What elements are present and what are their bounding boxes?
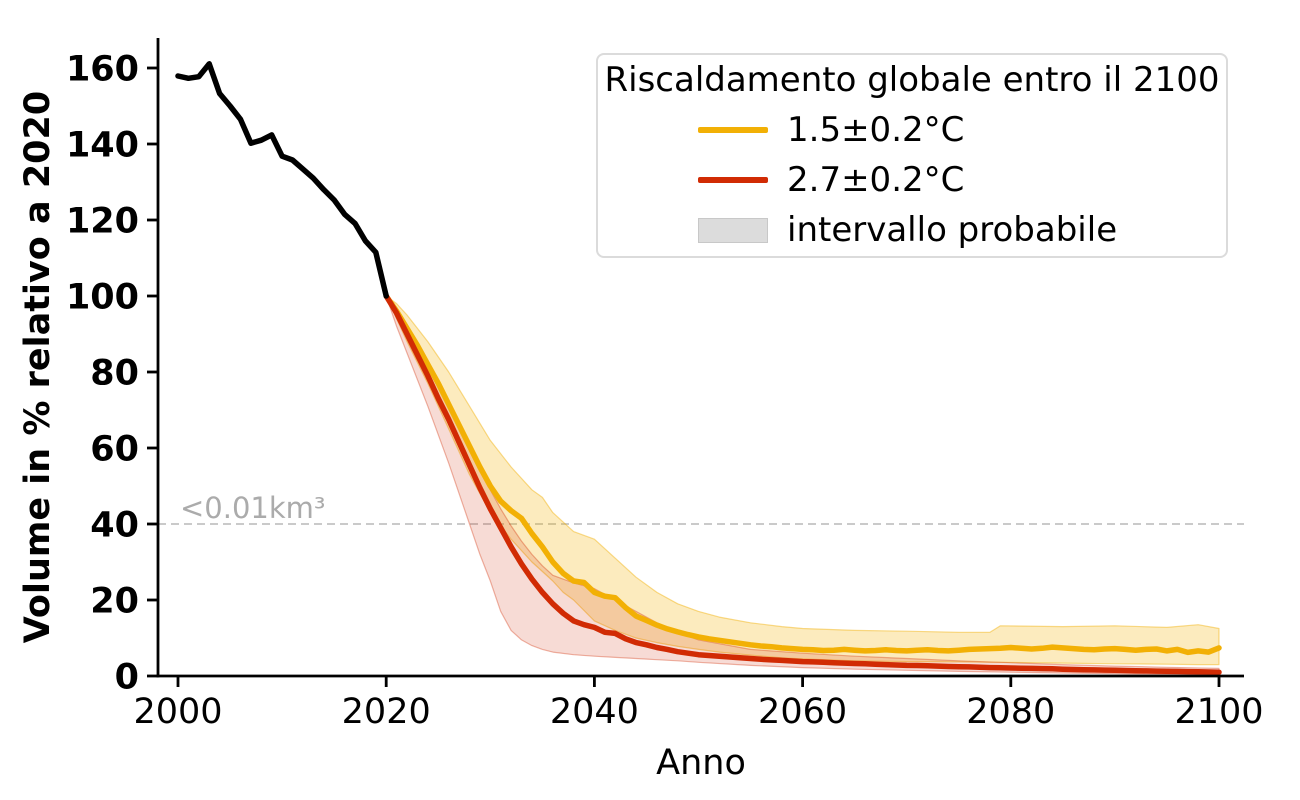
legend-swatch-1-5C-line <box>698 127 768 133</box>
legend-label-likely-range: intervallo probabile <box>787 210 1118 250</box>
x-tick-label: 2060 <box>758 692 847 732</box>
plot-bands <box>385 295 1220 676</box>
x-tick-label: 2040 <box>550 692 639 732</box>
plot-lines <box>175 61 1222 675</box>
x-tick-label: 2100 <box>1174 692 1263 732</box>
line-1.5±0.2°C <box>383 293 1222 656</box>
x-tick-label: 2000 <box>133 692 222 732</box>
y-tick-label: 40 <box>90 506 139 546</box>
x-axis-label: Anno <box>656 743 746 783</box>
y-tick-label: 140 <box>66 126 139 166</box>
legend-swatch-likely-range-patch <box>698 217 768 243</box>
y-tick-label: 60 <box>90 430 139 470</box>
line-storico <box>175 61 389 299</box>
threshold-annotation: <0.01km³ <box>180 491 326 525</box>
legend-title: Riscaldamento globale entro il 2100 <box>604 60 1220 100</box>
y-tick-label: 0 <box>115 658 139 698</box>
y-tick-label: 160 <box>66 50 139 90</box>
legend-label-2-7C: 2.7±0.2°C <box>787 160 965 200</box>
line-2.7±0.2°C <box>383 293 1222 675</box>
y-tick-label: 100 <box>66 278 139 318</box>
y-tick-label: 80 <box>90 354 139 394</box>
legend-item-1-5C: 1.5±0.2°C <box>598 105 1226 155</box>
legend-item-2-7C: 2.7±0.2°C <box>598 155 1226 205</box>
x-tick-label: 2020 <box>342 692 431 732</box>
x-tick-label: 2080 <box>966 692 1055 732</box>
legend-swatch-2-7C-line <box>698 177 768 183</box>
legend-label-1-5C: 1.5±0.2°C <box>787 110 965 150</box>
legend: Riscaldamento globale entro il 2100 1.5±… <box>596 53 1228 258</box>
y-tick-label: 20 <box>90 582 139 622</box>
y-tick-label: 120 <box>66 202 139 242</box>
y-axis-label: Volume in % relativo a 2020 <box>18 90 58 644</box>
legend-item-likely-range: intervallo probabile <box>598 205 1226 255</box>
